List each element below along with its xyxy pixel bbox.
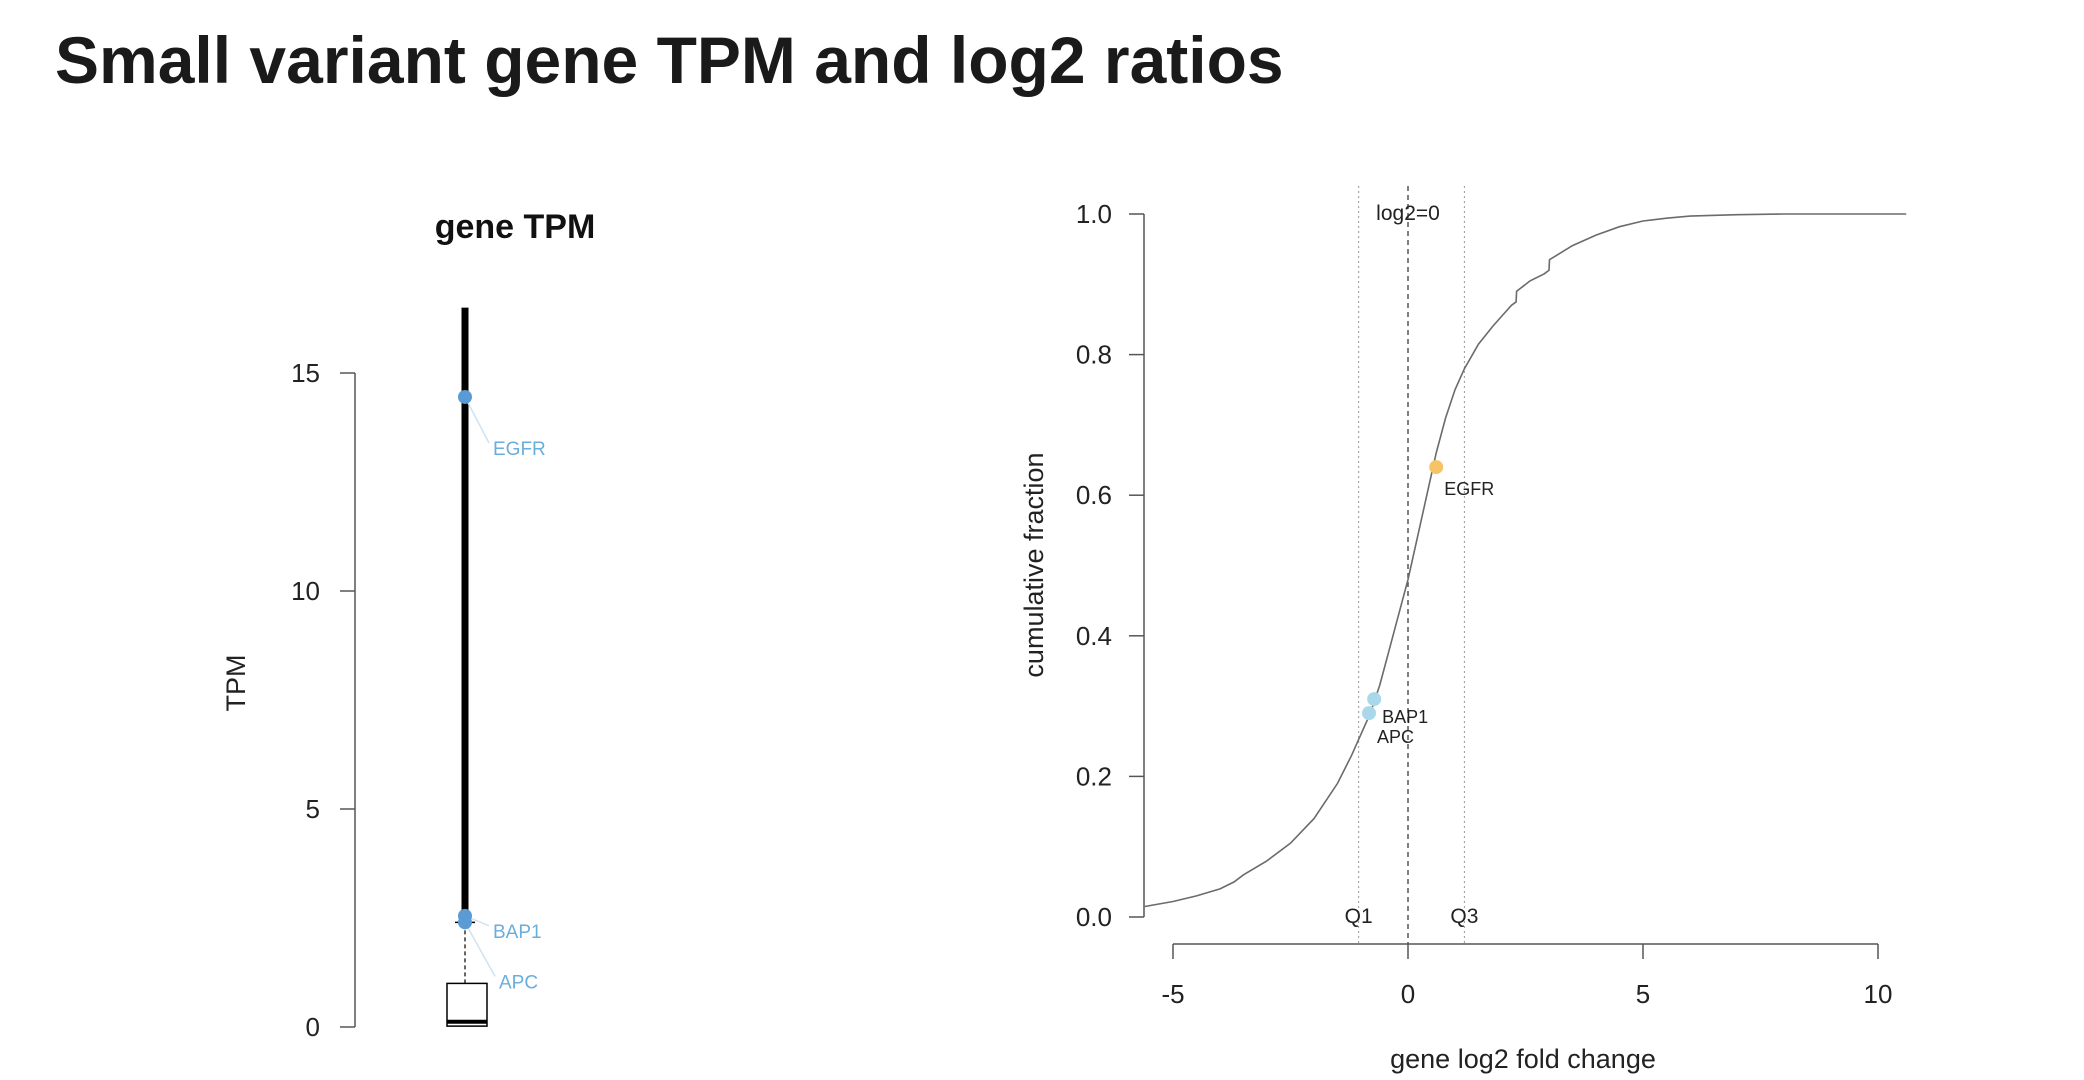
y-tick-label: 5 xyxy=(306,794,320,824)
chart-title: gene TPM xyxy=(435,208,596,246)
y-tick-label: 15 xyxy=(291,358,320,388)
gene-label-bap1: BAP1 xyxy=(1382,707,1428,727)
gene-label-bap1: BAP1 xyxy=(493,922,542,943)
gene-point-apc xyxy=(458,915,472,930)
x-axis-label: gene log2 fold change xyxy=(1390,1044,1656,1074)
gene-label-egfr: EGFR xyxy=(1444,479,1494,499)
y-axis-label: TPM xyxy=(221,655,251,712)
y-tick-label: 0.8 xyxy=(1076,340,1112,370)
gene-label-egfr: EGFR xyxy=(493,439,546,460)
gene-point-egfr xyxy=(1429,460,1444,475)
x-tick-label: -5 xyxy=(1161,979,1184,1009)
gene-point-bap1 xyxy=(1367,692,1382,707)
gene-label-apc: APC xyxy=(499,972,538,993)
gene-leader-line xyxy=(464,921,496,977)
gene-tpm-boxplot: gene TPM 0 5 10 15 TPM EGFR BAP1 APC xyxy=(221,208,595,1042)
x-tick-label: 5 xyxy=(1636,979,1650,1009)
vline-label-q1: Q1 xyxy=(1345,905,1373,928)
y-tick-label: 10 xyxy=(291,576,320,606)
y-axis-label: cumulative fraction xyxy=(1019,452,1049,677)
y-tick-label: 0.2 xyxy=(1076,761,1112,791)
cdf-curve xyxy=(1144,213,1907,908)
gene-leader-line xyxy=(464,396,490,444)
box-iqr xyxy=(446,982,488,1027)
page-title: Small variant gene TPM and log2 ratios xyxy=(55,23,1284,97)
vline-label-log2-0: log2=0 xyxy=(1376,202,1440,225)
y-tick-label: 0 xyxy=(306,1012,320,1042)
y-tick-label: 1.0 xyxy=(1076,199,1112,229)
gene-point-egfr xyxy=(458,389,472,404)
gene-point-apc xyxy=(1361,706,1376,721)
gene-label-apc: APC xyxy=(1377,727,1414,747)
log2-cdf-chart: 0.0 0.2 0.4 0.6 0.8 1.0 cumulative fraction -5 0… xyxy=(1019,186,1907,1074)
y-tick-label: 0.6 xyxy=(1076,480,1112,510)
y-tick-label: 0.0 xyxy=(1076,902,1112,932)
vline-label-q3: Q3 xyxy=(1450,905,1478,928)
y-tick-label: 0.4 xyxy=(1076,621,1112,651)
x-tick-label: 10 xyxy=(1864,979,1893,1009)
x-tick-label: 0 xyxy=(1401,979,1415,1009)
